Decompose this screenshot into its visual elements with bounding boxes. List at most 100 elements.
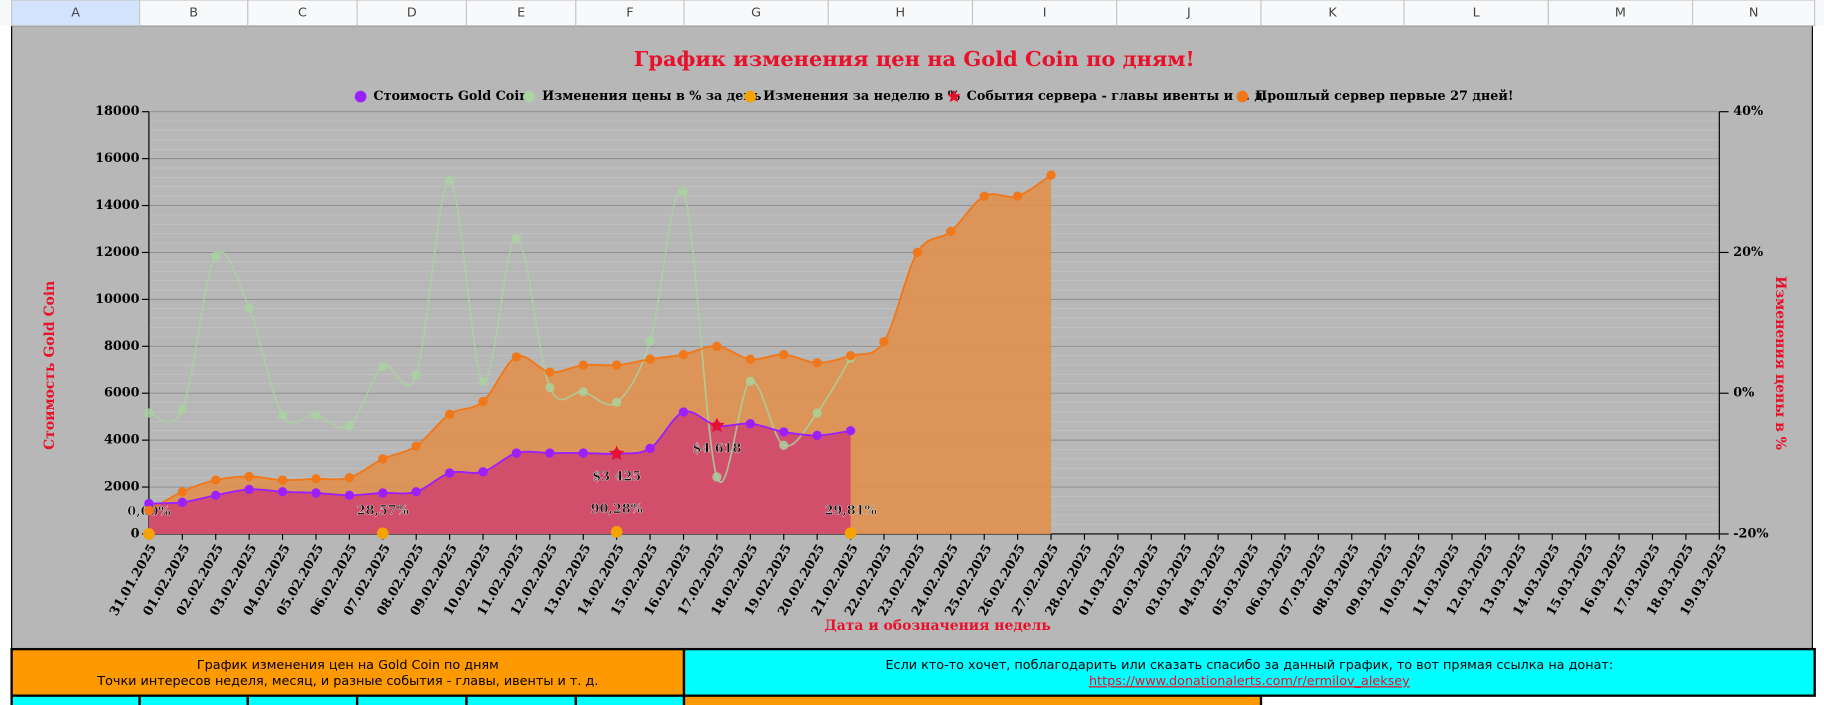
point	[678, 349, 689, 360]
point	[779, 349, 789, 360]
column-letter: I	[1043, 5, 1047, 20]
legend-label: Изменения за неделю в %	[763, 89, 960, 104]
legend-label: События сервера - главы ивенты и т. д.	[967, 89, 1268, 104]
cell	[246, 694, 359, 705]
point	[578, 387, 588, 397]
note-line: Точки интересов неделя, месяц, и разные …	[96, 674, 598, 689]
y-tick-label: 8000	[104, 339, 140, 354]
legend-label: Прошлый сервер первые 27 дней!	[1255, 89, 1513, 104]
column-letter: F	[626, 5, 633, 20]
donate-text: Если кто-то хочет, поблагодарить или ска…	[885, 658, 1613, 673]
y-tick-label: 2000	[104, 480, 140, 495]
donate-cell	[682, 647, 1816, 697]
legend-marker	[354, 90, 367, 103]
point	[211, 251, 221, 261]
column-header	[247, 0, 358, 27]
y-tick-label: 18000	[95, 104, 140, 119]
line	[148, 174, 1052, 512]
point	[478, 376, 488, 386]
point	[144, 498, 154, 509]
column-header	[1691, 0, 1816, 27]
point	[211, 475, 221, 485]
point	[344, 473, 355, 483]
legend-label: Изменения цены в % за день	[542, 89, 762, 104]
point	[946, 226, 956, 236]
point	[610, 526, 623, 538]
point	[177, 487, 187, 497]
point	[144, 408, 154, 418]
point	[678, 407, 689, 417]
point	[812, 358, 822, 368]
column-header	[575, 0, 685, 27]
column-letter: D	[407, 5, 417, 20]
point	[812, 430, 822, 441]
chart-title: График изменения цен на Gold Coin по дня…	[634, 46, 1195, 71]
point	[376, 527, 389, 540]
point	[177, 497, 187, 507]
y-tick-label: 16000	[95, 151, 140, 166]
y2-tick-label: 40%	[1733, 104, 1763, 119]
column-header	[11, 0, 141, 27]
point	[311, 410, 321, 420]
cell	[574, 694, 686, 705]
event-marker	[709, 417, 725, 433]
point	[511, 448, 522, 458]
y2-tick-label: 0%	[1733, 386, 1754, 401]
point	[311, 474, 321, 484]
y-tick-label: 12000	[95, 245, 140, 260]
column-letter: C	[298, 5, 307, 20]
x-axis-title: Дата и обозначения недель	[824, 618, 1050, 634]
legend-marker	[744, 90, 757, 103]
point	[411, 487, 421, 497]
column-letter: M	[1615, 5, 1626, 20]
point	[879, 336, 889, 347]
y-tick-label: 0	[131, 526, 140, 541]
point	[712, 341, 722, 351]
point	[545, 382, 555, 393]
point	[745, 376, 755, 386]
point	[812, 408, 822, 418]
point	[745, 419, 755, 429]
cell	[465, 694, 577, 705]
column-header	[1260, 0, 1405, 27]
column-header	[1116, 0, 1262, 27]
point	[645, 443, 655, 453]
point	[177, 404, 187, 415]
data-label: 90,28%	[591, 502, 643, 517]
event-marker	[608, 445, 625, 461]
donate-link[interactable]: https://www.donationalerts.com/r/ermilov…	[1089, 674, 1410, 689]
column-letter: A	[71, 5, 80, 20]
point	[344, 420, 355, 431]
point	[1046, 170, 1056, 180]
point	[578, 448, 588, 458]
point	[478, 467, 488, 477]
point	[277, 475, 288, 485]
cell	[10, 694, 141, 705]
point	[277, 487, 288, 497]
legend-marker	[947, 89, 961, 103]
column-header	[356, 0, 468, 27]
point	[845, 351, 856, 361]
legend-marker	[1236, 90, 1249, 103]
data-label: $4 618	[692, 441, 741, 456]
column-letter: J	[1186, 5, 1191, 20]
point	[645, 354, 655, 364]
point	[344, 490, 355, 500]
point	[779, 440, 789, 450]
point	[779, 427, 789, 437]
point	[979, 191, 989, 201]
point	[612, 360, 622, 370]
column-header	[971, 0, 1118, 27]
note-line: График изменения цен на Gold Coin по дня…	[197, 658, 499, 673]
point	[1012, 191, 1023, 201]
point	[244, 484, 254, 495]
point	[578, 360, 588, 370]
y2-axis-title: Изменения цены в %	[1772, 276, 1788, 450]
point	[545, 448, 555, 458]
legend-marker	[523, 90, 536, 103]
point	[444, 468, 455, 478]
point	[211, 490, 221, 500]
point	[844, 527, 857, 540]
point	[845, 426, 856, 436]
